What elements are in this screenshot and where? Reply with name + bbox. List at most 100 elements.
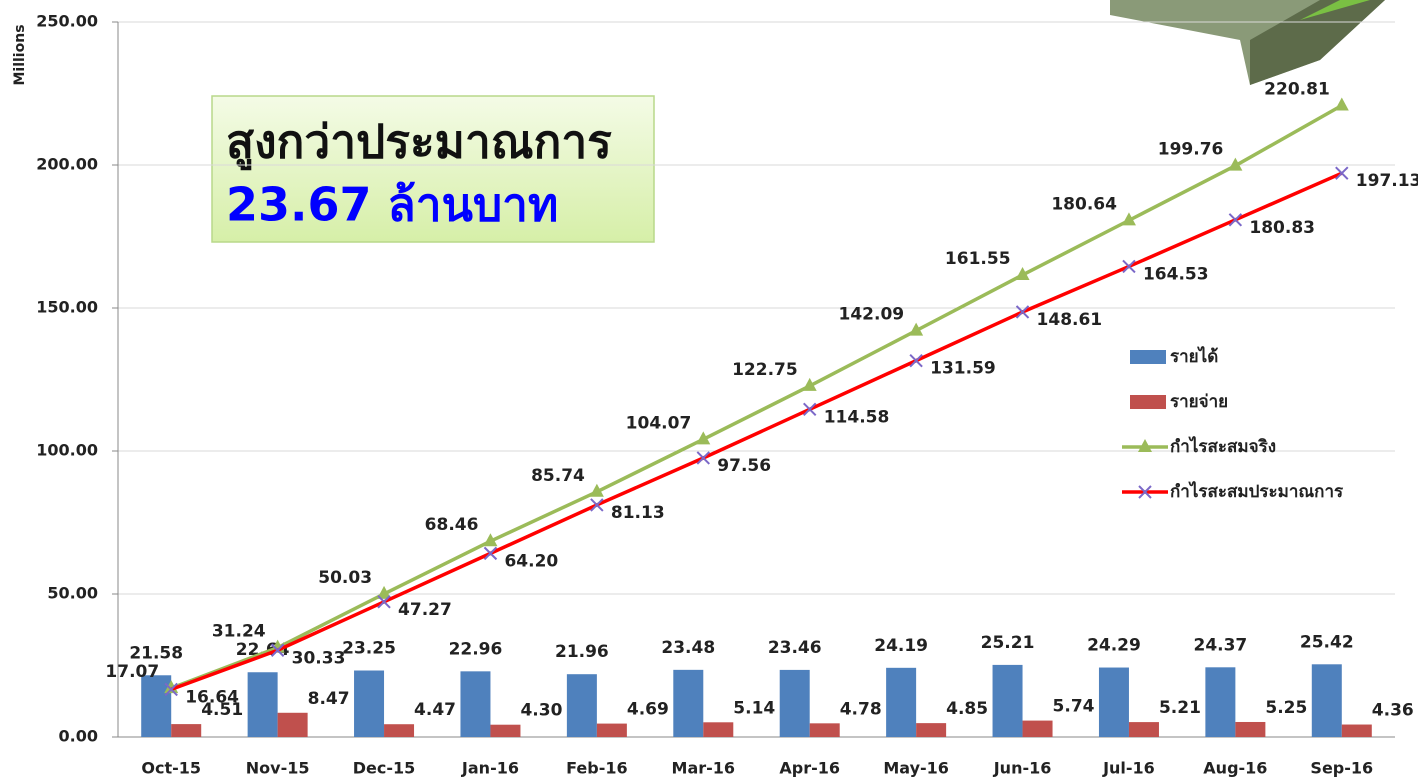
- bar: [354, 671, 384, 737]
- data-label: 4.78: [840, 699, 882, 719]
- bar: [1235, 722, 1265, 737]
- data-label: 142.09: [839, 305, 905, 325]
- bar: [1342, 725, 1372, 737]
- bar: [1312, 664, 1342, 737]
- data-label: 23.25: [342, 639, 396, 659]
- x-tick-label: Jan-16: [461, 759, 519, 778]
- annotation-text: สูงกว่าประมาณการ: [226, 115, 612, 171]
- data-label: 22.96: [449, 639, 503, 659]
- x-tick-label: Dec-15: [353, 759, 416, 778]
- bar: [886, 668, 916, 737]
- money-icon: [1110, 0, 1385, 85]
- data-label: 47.27: [398, 600, 452, 620]
- bar: [248, 672, 278, 737]
- data-label: 164.53: [1143, 264, 1209, 284]
- data-label: 25.21: [981, 633, 1035, 653]
- y-axis-label: Millions: [12, 24, 28, 85]
- y-tick-label: 150.00: [36, 298, 98, 317]
- data-label: 50.03: [318, 568, 372, 588]
- data-label: 5.14: [733, 698, 775, 718]
- data-label: 199.76: [1158, 140, 1224, 160]
- x-tick-label: Apr-16: [779, 759, 840, 778]
- data-label: 68.46: [425, 515, 479, 535]
- data-label: 131.59: [930, 359, 996, 379]
- bar: [703, 722, 733, 737]
- data-label: 21.58: [129, 643, 183, 663]
- data-label: 4.69: [627, 700, 669, 720]
- bar: [916, 723, 946, 737]
- marker: [1335, 97, 1349, 110]
- data-label: 4.47: [414, 700, 456, 720]
- data-label: 4.30: [520, 701, 562, 721]
- data-label: 220.81: [1264, 79, 1330, 99]
- data-label: 17.07: [105, 662, 159, 682]
- data-label: 85.74: [531, 466, 585, 486]
- data-label: 23.48: [661, 638, 715, 658]
- x-tick-label: Mar-16: [672, 759, 736, 778]
- x-tick-label: Jun-16: [993, 759, 1052, 778]
- data-label: 64.20: [504, 551, 558, 571]
- bar: [384, 724, 414, 737]
- legend-label: กำไรสะสมจริง: [1170, 436, 1276, 457]
- bar: [460, 671, 490, 737]
- data-label: 161.55: [945, 249, 1011, 269]
- data-label: 148.61: [1037, 310, 1103, 330]
- bar: [1099, 668, 1129, 737]
- data-label: 31.24: [212, 622, 266, 642]
- y-tick-label: 50.00: [47, 584, 98, 603]
- data-label: 114.58: [824, 407, 890, 427]
- data-label: 8.47: [308, 689, 350, 709]
- bar: [673, 670, 703, 737]
- bar: [810, 723, 840, 737]
- bar: [490, 725, 520, 737]
- data-label: 97.56: [717, 456, 771, 476]
- data-label: 30.33: [292, 648, 346, 668]
- bar: [567, 674, 597, 737]
- legend-swatch: [1130, 395, 1166, 409]
- page: {"chart_data": {"type": "bar-line", "y_l…: [0, 0, 1418, 778]
- y-tick-label: 200.00: [36, 155, 98, 174]
- data-label: 24.37: [1193, 635, 1247, 655]
- data-label: 5.74: [1053, 697, 1095, 717]
- x-tick-label: Aug-16: [1203, 759, 1267, 778]
- data-label: 4.85: [946, 699, 988, 719]
- bar: [1023, 721, 1053, 737]
- data-label: 5.21: [1159, 698, 1201, 718]
- data-label: 180.64: [1051, 194, 1117, 214]
- legend-label: รายจ่าย: [1170, 392, 1228, 412]
- bar: [780, 670, 810, 737]
- data-label: 4.36: [1372, 701, 1414, 721]
- chart: Millions สูงกว่าประมาณการ 23.67 ล้านบาท …: [0, 0, 1418, 778]
- data-label: 197.13: [1356, 171, 1418, 191]
- bar: [278, 713, 308, 737]
- x-tick-label: Sep-16: [1310, 759, 1373, 778]
- bar: [1205, 667, 1235, 737]
- x-tick-label: Oct-15: [141, 759, 201, 778]
- legend-swatch: [1130, 350, 1166, 364]
- data-label: 5.25: [1265, 698, 1307, 718]
- data-label: 81.13: [611, 503, 665, 523]
- data-label: 24.19: [874, 636, 928, 656]
- data-label: 23.46: [768, 638, 822, 658]
- data-label: 180.83: [1249, 218, 1315, 238]
- bar: [171, 724, 201, 737]
- data-label: 104.07: [626, 413, 692, 433]
- data-label: 122.75: [732, 360, 798, 380]
- x-tick-label: Jul-16: [1102, 759, 1155, 778]
- data-label: 24.29: [1087, 636, 1141, 656]
- data-label: 25.42: [1300, 632, 1354, 652]
- data-label: 16.64: [185, 687, 239, 707]
- legend-label: กำไรสะสมประมาณการ: [1170, 481, 1344, 502]
- annotation-text: 23.67 ล้านบาท: [226, 178, 558, 232]
- x-tick-label: May-16: [883, 759, 949, 778]
- y-tick-label: 0.00: [59, 727, 98, 746]
- data-label: 21.96: [555, 642, 609, 662]
- bar: [993, 665, 1023, 737]
- y-tick-label: 100.00: [36, 441, 98, 460]
- bar: [1129, 722, 1159, 737]
- legend-label: รายได้: [1170, 346, 1218, 367]
- bar: [597, 724, 627, 737]
- x-tick-label: Feb-16: [566, 759, 628, 778]
- y-tick-label: 250.00: [36, 12, 98, 31]
- x-tick-label: Nov-15: [246, 759, 310, 778]
